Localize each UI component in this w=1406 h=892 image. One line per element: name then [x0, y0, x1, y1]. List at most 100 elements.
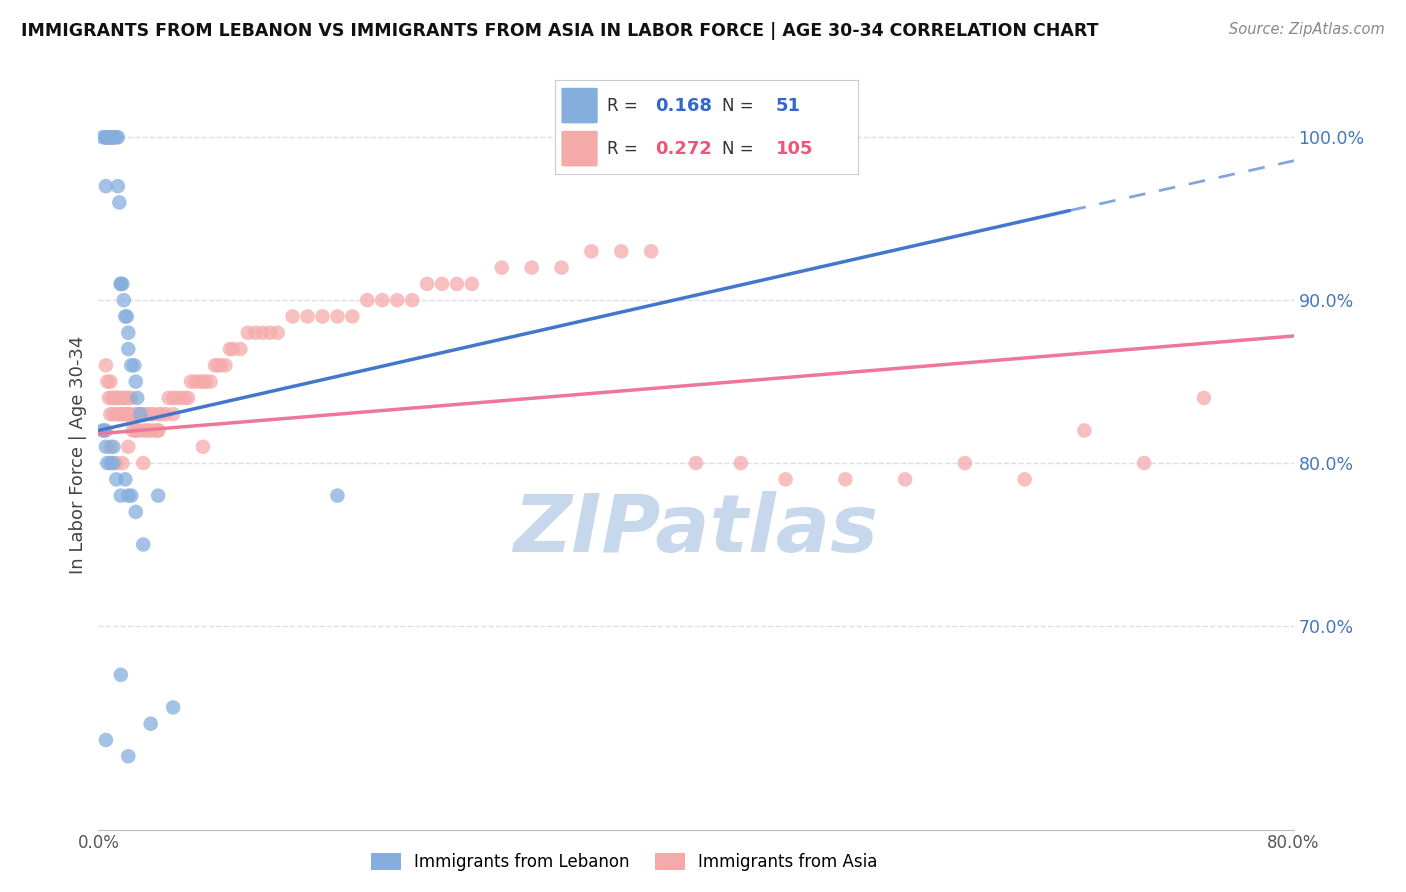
Point — [128, 407, 150, 421]
Point — [342, 310, 364, 324]
Point — [188, 375, 211, 389]
Point — [111, 407, 134, 421]
Point — [120, 391, 142, 405]
FancyBboxPatch shape — [561, 131, 598, 167]
Point — [94, 424, 117, 438]
Point — [98, 440, 122, 454]
Point — [103, 440, 125, 454]
Text: ZIPatlas: ZIPatlas — [513, 491, 879, 569]
Point — [1133, 456, 1156, 470]
Point — [107, 407, 129, 421]
Point — [110, 668, 132, 682]
Point — [98, 407, 122, 421]
Point — [93, 424, 115, 438]
Point — [430, 277, 453, 291]
Text: N =: N = — [721, 140, 754, 158]
Point — [385, 293, 409, 308]
Point — [96, 456, 118, 470]
Point — [162, 700, 184, 714]
Point — [107, 179, 129, 194]
Point — [180, 375, 202, 389]
Y-axis label: In Labor Force | Age 30-34: In Labor Force | Age 30-34 — [69, 335, 87, 574]
Point — [98, 456, 122, 470]
Point — [139, 407, 162, 421]
Point — [103, 130, 125, 145]
FancyBboxPatch shape — [561, 87, 598, 123]
Point — [162, 407, 184, 421]
Point — [157, 391, 180, 405]
Text: Source: ZipAtlas.com: Source: ZipAtlas.com — [1229, 22, 1385, 37]
Point — [112, 293, 135, 308]
Point — [124, 359, 146, 373]
Point — [446, 277, 468, 291]
Text: IMMIGRANTS FROM LEBANON VS IMMIGRANTS FROM ASIA IN LABOR FORCE | AGE 30-34 CORRE: IMMIGRANTS FROM LEBANON VS IMMIGRANTS FR… — [21, 22, 1098, 40]
Point — [775, 472, 797, 486]
Point — [127, 391, 149, 405]
Point — [550, 260, 572, 275]
Point — [125, 424, 148, 438]
Text: 0.272: 0.272 — [655, 140, 711, 158]
Point — [139, 716, 162, 731]
Point — [117, 342, 139, 356]
Point — [229, 342, 252, 356]
Text: N =: N = — [721, 96, 754, 114]
Point — [1073, 424, 1095, 438]
Point — [326, 310, 349, 324]
Point — [96, 130, 118, 145]
Point — [834, 472, 856, 486]
Point — [101, 130, 124, 145]
Point — [117, 391, 139, 405]
Point — [105, 130, 128, 145]
Point — [136, 424, 159, 438]
Point — [297, 310, 319, 324]
Text: 0.168: 0.168 — [655, 96, 711, 114]
Legend: Immigrants from Lebanon, Immigrants from Asia: Immigrants from Lebanon, Immigrants from… — [364, 846, 884, 878]
Point — [98, 130, 122, 145]
Point — [177, 391, 200, 405]
Point — [371, 293, 394, 308]
Point — [461, 277, 484, 291]
Point — [121, 424, 143, 438]
Point — [132, 456, 155, 470]
Point — [91, 424, 114, 438]
Point — [219, 342, 242, 356]
Point — [195, 375, 218, 389]
Point — [416, 277, 439, 291]
Point — [110, 407, 132, 421]
Point — [97, 391, 120, 405]
Point — [111, 456, 134, 470]
Point — [252, 326, 274, 340]
Point — [730, 456, 752, 470]
Point — [103, 456, 125, 470]
Point — [114, 310, 136, 324]
Point — [101, 391, 124, 405]
Point — [1192, 391, 1215, 405]
Point — [214, 359, 236, 373]
Point — [174, 391, 197, 405]
Point — [117, 326, 139, 340]
Point — [105, 456, 128, 470]
Point — [131, 407, 153, 421]
Text: 105: 105 — [776, 140, 814, 158]
Point — [184, 375, 207, 389]
Point — [520, 260, 543, 275]
Point — [162, 391, 184, 405]
Point — [894, 472, 917, 486]
Point — [191, 375, 214, 389]
Point — [281, 310, 304, 324]
Point — [107, 391, 129, 405]
Point — [401, 293, 423, 308]
Point — [96, 375, 118, 389]
Point — [143, 424, 166, 438]
Point — [117, 749, 139, 764]
Point — [148, 407, 170, 421]
Point — [115, 407, 138, 421]
Point — [267, 326, 290, 340]
Point — [640, 244, 662, 259]
Point — [94, 130, 117, 145]
Point — [105, 391, 128, 405]
Point — [103, 407, 125, 421]
Point — [125, 375, 148, 389]
Point — [114, 472, 136, 486]
Point — [150, 407, 173, 421]
